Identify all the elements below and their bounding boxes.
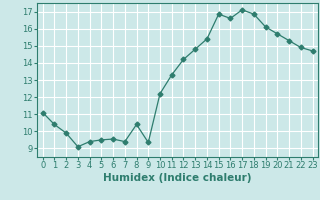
X-axis label: Humidex (Indice chaleur): Humidex (Indice chaleur)	[103, 173, 252, 183]
